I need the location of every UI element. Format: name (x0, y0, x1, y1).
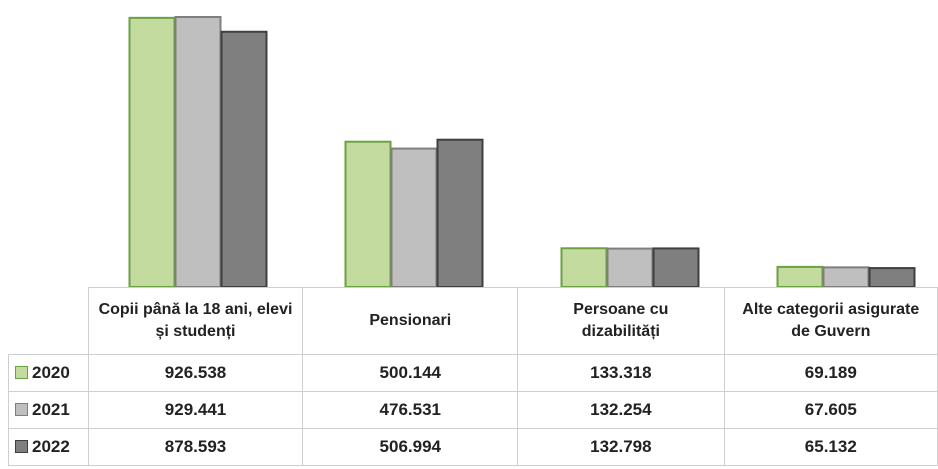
bar (128, 16, 176, 287)
legend-swatch (15, 440, 28, 453)
data-label: 878.593 (87, 428, 304, 466)
header-row: Copii până la 18 ani, elevi și studenți P… (9, 287, 938, 355)
legend-label: 2022 (32, 437, 70, 456)
data-label: 476.531 (302, 391, 519, 429)
category-cell: Alte categorii asigurate de Guvern (723, 287, 938, 355)
series-row: 2022 878.593 506.994 132.798 65.132 (8, 428, 938, 466)
bar (822, 266, 870, 287)
data-label: 133.318 (517, 354, 725, 392)
bar (436, 138, 484, 287)
category-cell: Persoane cu dizabilități (517, 287, 725, 355)
data-label: 132.798 (517, 428, 725, 466)
bar (220, 30, 268, 287)
bar (776, 265, 824, 287)
data-label: 506.994 (302, 428, 519, 466)
legend-swatch (15, 366, 28, 379)
legend-cell: 2021 (8, 391, 89, 429)
series-row: 2020 926.538 500.144 133.318 69.189 (8, 354, 938, 392)
legend-swatch (15, 403, 28, 416)
corner-cell (9, 288, 89, 355)
legend-cell: 2020 (8, 354, 89, 392)
series-row: 2021 929.441 476.531 132.254 67.605 (8, 391, 938, 429)
legend-label: 2020 (32, 363, 70, 382)
data-label: 926.538 (87, 354, 304, 392)
data-label: 67.605 (723, 391, 938, 429)
x-tick-label: Copii până la 18 ani, elevi și studenți (98, 301, 293, 340)
legend-label: 2021 (32, 400, 70, 419)
x-tick-label: Persoane cu dizabilități (573, 301, 669, 340)
data-label: 929.441 (87, 391, 304, 429)
data-label: 65.132 (723, 428, 938, 466)
x-tick-label: Pensionari (369, 312, 452, 329)
data-label: 69.189 (723, 354, 938, 392)
bar (652, 247, 700, 287)
category-cell: Pensionari (302, 287, 519, 355)
bar (344, 140, 392, 287)
bar (868, 267, 916, 287)
bar (390, 147, 438, 287)
bar (606, 247, 654, 287)
data-label: 132.254 (517, 391, 725, 429)
chart (128, 16, 916, 287)
bar (174, 16, 222, 287)
bar (560, 247, 608, 287)
data-table: Copii până la 18 ani, elevi și studenți P… (8, 287, 938, 466)
x-tick-label: Alte categorii asigurate de Guvern (742, 301, 920, 340)
category-cell: Copii până la 18 ani, elevi și studenți (87, 287, 304, 355)
data-label: 500.144 (302, 354, 519, 392)
legend-cell: 2022 (8, 428, 89, 466)
